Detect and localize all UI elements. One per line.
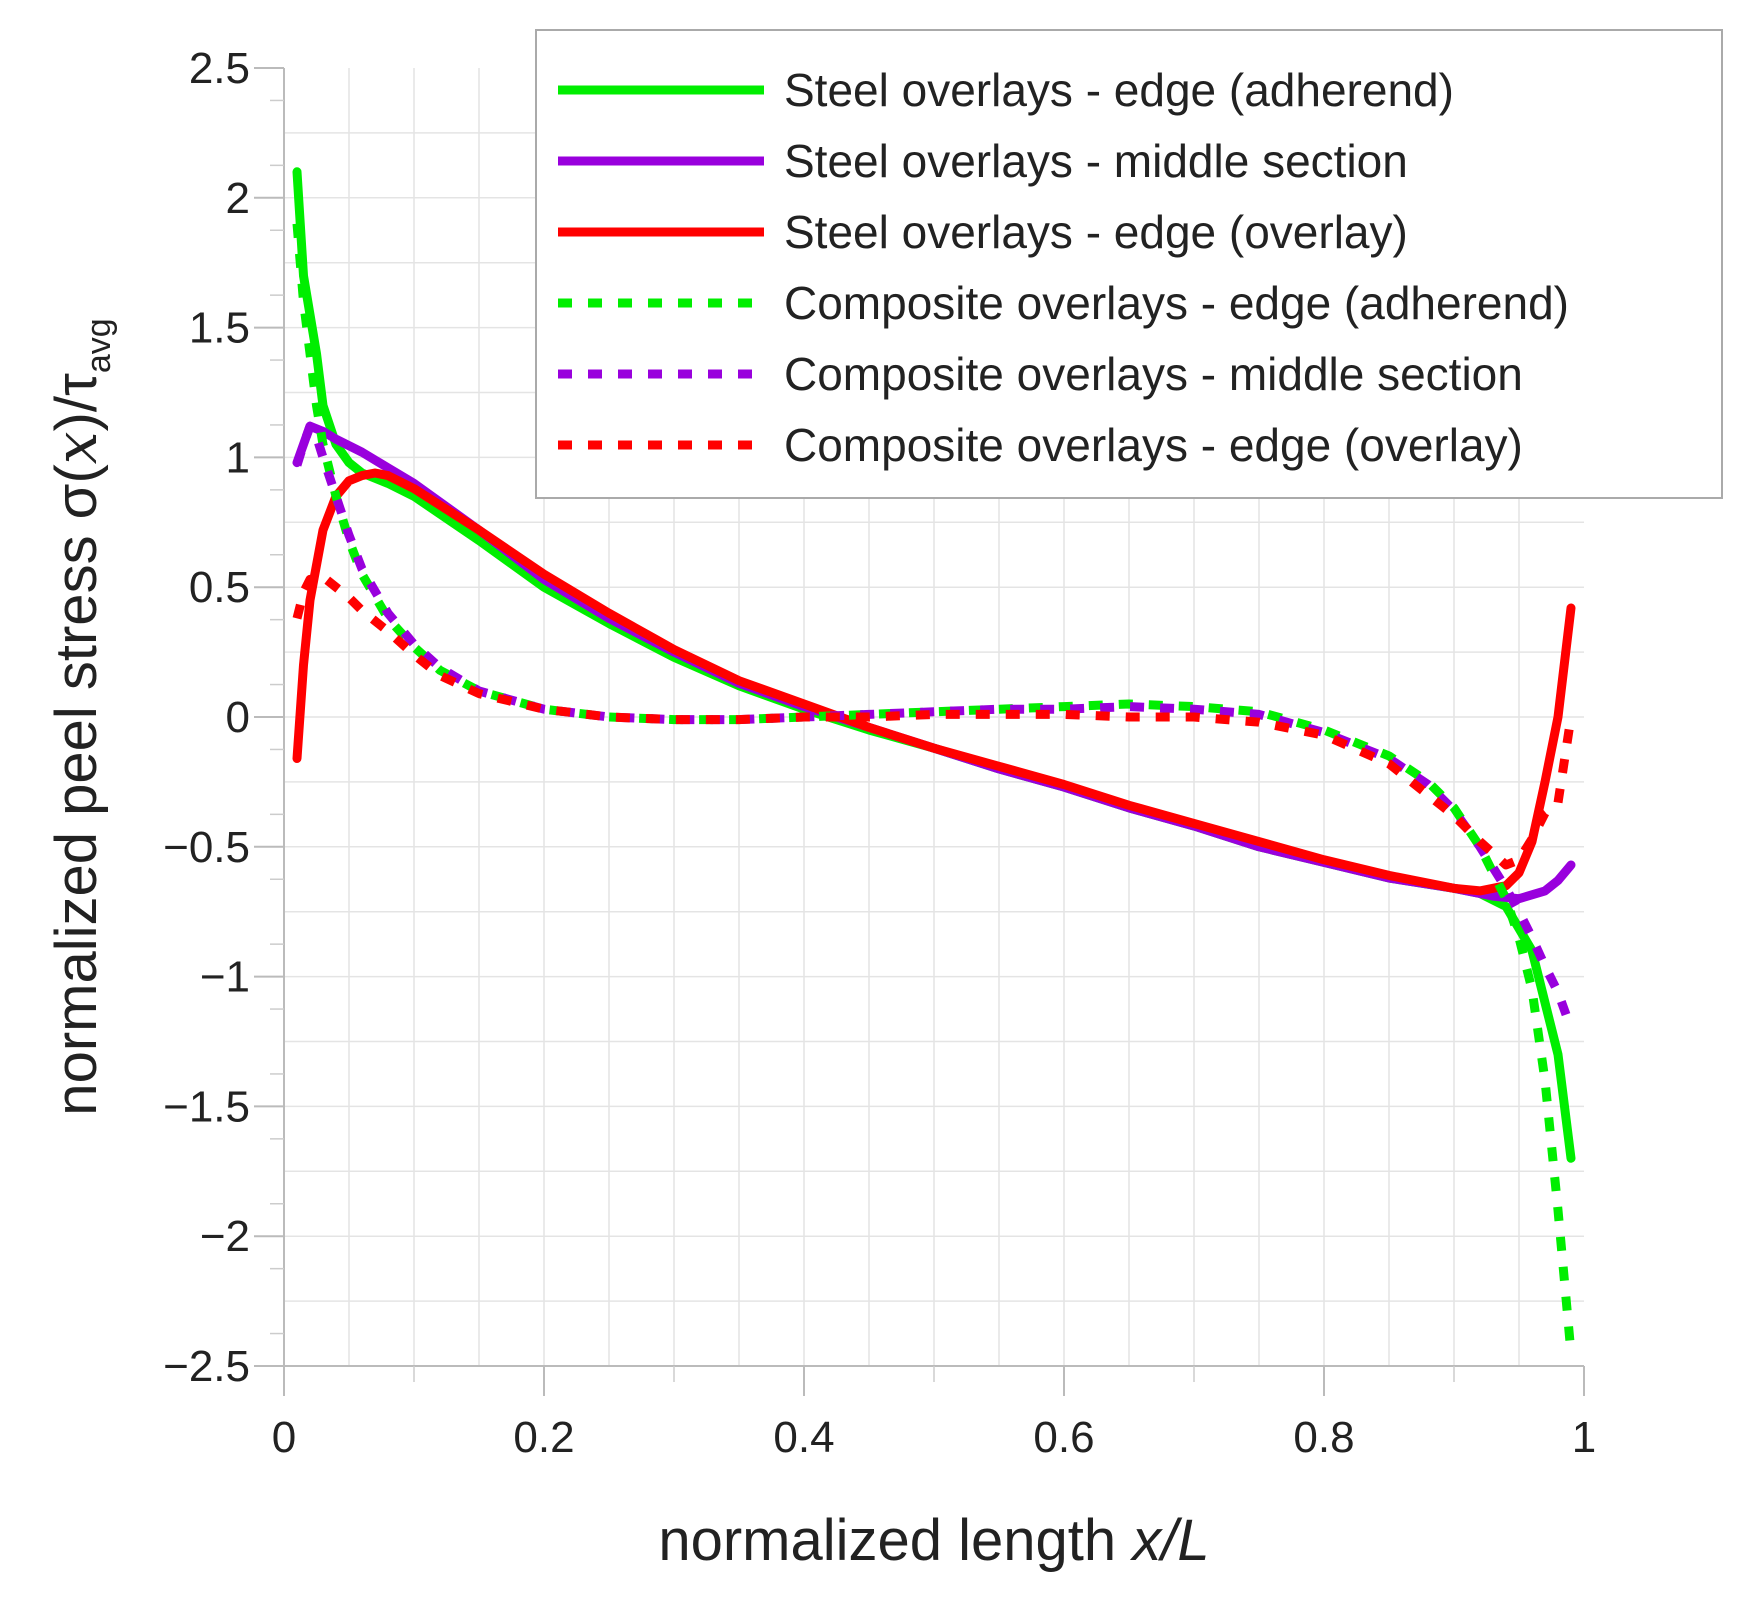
x-axis-title-text: normalized length	[658, 1508, 1132, 1573]
y-axis-title: normalized peel stress σ(x)/τavg	[42, 318, 118, 1115]
x-tick-label: 0.8	[1293, 1413, 1354, 1462]
y-axis-title-variable: x	[42, 431, 110, 464]
series-line-4	[292, 223, 1576, 1354]
legend: Steel overlays - edge (adherend) Steel ov…	[535, 29, 1723, 499]
x-tick-label: 1	[1572, 1413, 1596, 1462]
legend-label: Steel overlays - edge (overlay)	[784, 206, 1408, 258]
y-tick-label: 2	[226, 174, 250, 223]
legend-label: Composite overlays - edge (adherend)	[784, 277, 1569, 329]
y-tick-label: −1.5	[163, 1082, 250, 1131]
y-tick-label: 1	[226, 433, 250, 482]
series-lines	[292, 167, 1576, 1354]
legend-label: Steel overlays - edge (adherend)	[784, 64, 1454, 116]
y-tick-label: −1	[200, 953, 250, 1002]
y-tick-label: 0.5	[189, 563, 250, 612]
y-tick-label: 2.5	[189, 44, 250, 93]
axis-labels: normalized length x/L normalized peel str…	[42, 318, 1210, 1573]
legend-label: Composite overlays - middle section	[784, 348, 1523, 400]
legend-label: Steel overlays - middle section	[784, 135, 1408, 187]
series-line-6	[292, 572, 1576, 870]
legend-box	[535, 29, 1723, 499]
y-axis-title-text-close: )/τ	[44, 373, 109, 431]
legend-label: Composite overlays - edge (overlay)	[784, 419, 1523, 471]
y-tick-label: −2	[200, 1212, 250, 1261]
x-tick-label: 0.2	[513, 1413, 574, 1462]
y-tick-label: 1.5	[189, 304, 250, 353]
axes: 2.5 2 1.5 1 0.5 0 −0.5 −1 −1.5 −2 −2.5 0 0.2 0.4 0.6 0.…	[163, 44, 1596, 1462]
y-tick-label: 0	[226, 693, 250, 742]
y-axis-title-text: normalized peel stress σ(	[44, 464, 109, 1115]
x-tick-label: 0	[272, 1413, 296, 1462]
y-axis-title-subscript: avg	[80, 318, 118, 373]
y-tick-label: −2.5	[163, 1342, 250, 1391]
x-tick-label: 0.4	[773, 1413, 834, 1462]
x-tick-label: 0.6	[1033, 1413, 1094, 1462]
x-axis-title: normalized length x/L	[658, 1508, 1209, 1573]
x-axis-title-variable: x/L	[1129, 1508, 1209, 1573]
y-tick-label: −0.5	[163, 823, 250, 872]
